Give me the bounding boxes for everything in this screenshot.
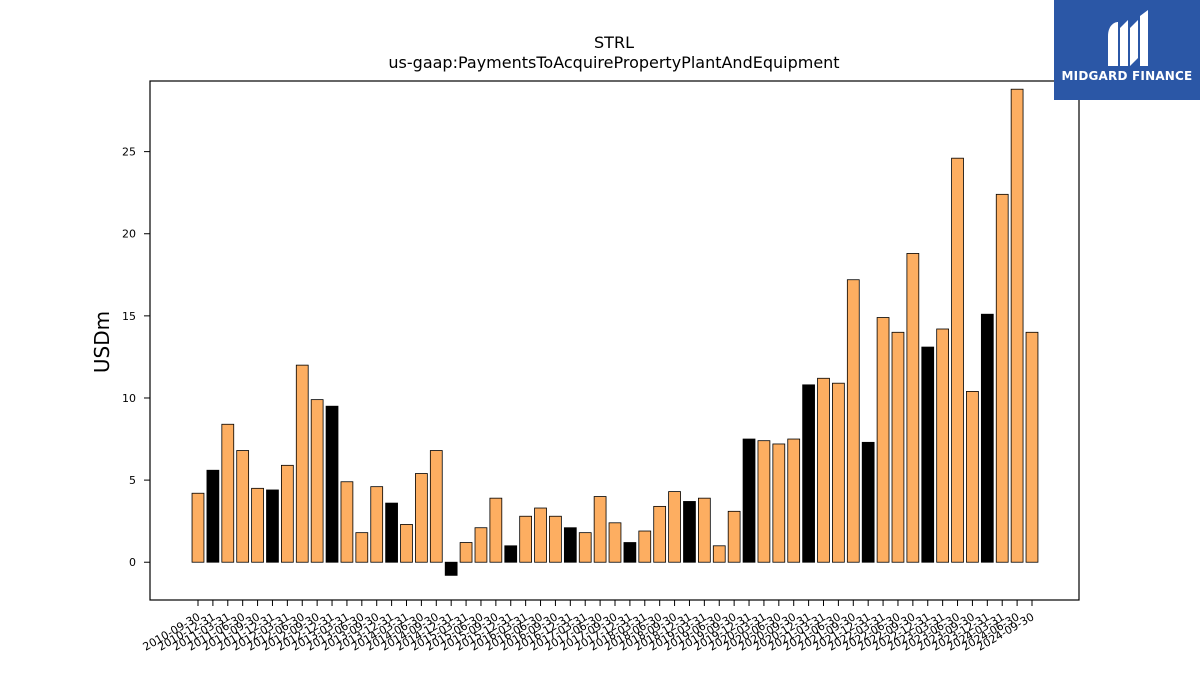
y-tick-label: 5 [129, 474, 136, 487]
bar [325, 405, 339, 563]
bar [221, 423, 235, 563]
bar [757, 440, 771, 563]
bar [593, 496, 607, 563]
bar [355, 532, 369, 563]
bar [549, 515, 562, 563]
logo: MIDGARD FINANCE [1054, 0, 1200, 100]
bar [206, 469, 220, 563]
bar [534, 507, 547, 563]
bar [817, 377, 830, 563]
bar [787, 438, 801, 563]
bar [251, 487, 264, 563]
bar [370, 486, 384, 563]
y-tick-label: 15 [122, 310, 136, 323]
bar [266, 489, 279, 563]
bars-group [191, 88, 1039, 576]
bar [861, 441, 875, 563]
plot-frame [149, 80, 1080, 601]
bar [921, 346, 935, 563]
bar [563, 527, 577, 563]
bar [832, 382, 845, 563]
bar [891, 331, 905, 563]
bar [400, 524, 413, 563]
bar [295, 364, 309, 563]
bar [698, 497, 711, 563]
chart-subtitle: us-gaap:PaymentsToAcquirePropertyPlantAn… [388, 53, 839, 72]
bar [727, 510, 741, 563]
bar [459, 542, 473, 563]
bar [310, 399, 324, 563]
bar [191, 492, 205, 563]
bar [966, 391, 979, 563]
bar [385, 502, 398, 563]
bar [415, 473, 428, 563]
bar [608, 522, 622, 563]
bar [623, 542, 637, 563]
bar [519, 515, 533, 563]
bar [578, 532, 592, 563]
chart-title: STRL [594, 33, 634, 52]
bar [489, 497, 503, 563]
y-tick-label: 25 [122, 146, 136, 159]
bar [995, 193, 1009, 563]
bar [742, 438, 756, 563]
y-tick-label: 20 [122, 228, 136, 241]
y-tick-label: 10 [122, 392, 136, 405]
bar [236, 450, 250, 563]
bar [936, 328, 950, 563]
bar [712, 545, 726, 563]
y-axis-label: USDm [90, 311, 114, 373]
bar [951, 157, 964, 563]
bar [638, 530, 652, 563]
bar [772, 443, 786, 563]
x-axis: 2010-09-302010-12-312011-03-312011-06-30… [141, 600, 1037, 654]
bar [504, 545, 518, 563]
bar [683, 501, 696, 563]
bar [980, 313, 994, 563]
bar [429, 450, 443, 563]
logo-text: MIDGARD FINANCE [1061, 69, 1193, 83]
midgard-logo-icon [1108, 10, 1148, 66]
bar [846, 279, 860, 563]
bar [876, 317, 890, 563]
bar [444, 561, 458, 576]
bar [906, 253, 920, 563]
bar [802, 384, 815, 563]
bar [668, 491, 681, 563]
y-tick-label: 0 [129, 556, 136, 569]
y-axis: 0 5 10 15 20 25 [122, 146, 150, 569]
bar [653, 505, 667, 563]
bar [340, 481, 354, 563]
bar [1010, 88, 1024, 563]
bar [1025, 331, 1039, 563]
bar [474, 527, 488, 563]
bar [280, 464, 294, 563]
